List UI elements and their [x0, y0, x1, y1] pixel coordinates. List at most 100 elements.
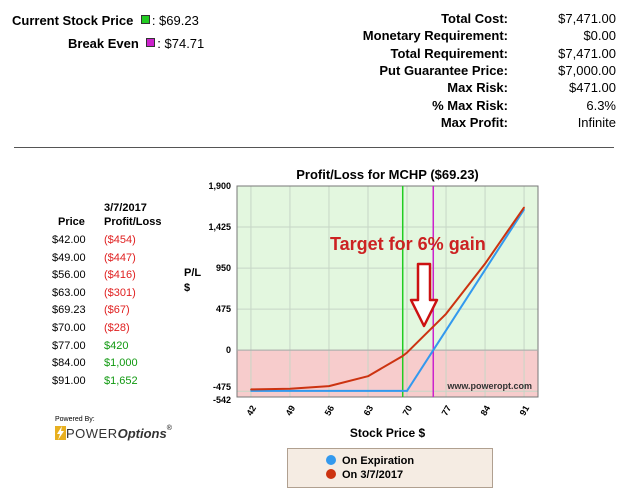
row-price: $91.00 — [52, 374, 86, 387]
summary-row: Max Profit: Infinite — [300, 115, 618, 132]
summary-label: Total Cost: — [441, 11, 508, 26]
summary-value: $7,471.00 — [558, 11, 616, 26]
legend-dot-date-icon — [326, 469, 336, 480]
summary-value: $7,000.00 — [558, 62, 616, 78]
summary-row: % Max Risk: 6.3% — [300, 98, 618, 115]
point-expiration — [367, 390, 369, 392]
table-row: $63.00 ($301) — [52, 287, 192, 305]
row-profit-loss: $1,652 — [104, 374, 138, 387]
point-date — [328, 385, 330, 387]
y-tick-label: 1,900 — [208, 181, 231, 191]
y-tick-label: 950 — [216, 263, 231, 273]
summary-row: Monetary Requirement: $0.00 — [300, 28, 618, 45]
summary-label: Max Profit: — [440, 114, 508, 130]
target-annotation: Target for 6% gain — [330, 234, 486, 254]
table-row: $49.00 ($447) — [52, 252, 192, 270]
summary-label: Total Requirement: — [390, 45, 509, 61]
break-even-value: : $74.71 — [157, 36, 205, 51]
plot-frame — [236, 185, 539, 398]
point-date — [250, 388, 252, 391]
row-profit-loss: ($28) — [104, 322, 130, 334]
pl-table-date-header: 3/7/2017 — [104, 202, 147, 214]
row-price: $56.00 — [52, 269, 86, 282]
logo-text-power: POWER — [66, 426, 118, 441]
table-row: $69.23 ($67) — [52, 304, 192, 322]
current-price-line: Current Stock Price : $69.23 — [12, 12, 199, 30]
x-tick-label: 84 — [479, 404, 493, 418]
watermark: www.poweropt.com — [446, 381, 532, 391]
x-tick-label: 70 — [401, 404, 415, 418]
y-tick-label: 0 — [226, 345, 231, 355]
point-date — [445, 313, 447, 315]
summary-value: $7,471.00 — [558, 45, 616, 61]
y-tick-label: 1,425 — [208, 222, 231, 232]
summary-row: Put Guarantee Price: $7,000.00 — [300, 63, 618, 80]
series-line-expiration — [250, 208, 525, 392]
chart-title: Profit/Loss for MCHP ($69.23) — [296, 167, 479, 182]
y-axis-label: $ — [184, 282, 190, 294]
row-price: $84.00 — [52, 357, 86, 370]
y-tick-label: -542 — [213, 395, 231, 405]
row-profit-loss: ($416) — [104, 269, 136, 282]
summary-label: Monetary Requirement: — [362, 28, 508, 44]
legend-item-date: On 3/7/2017 — [326, 469, 403, 483]
y-tick-label: -475 — [213, 382, 231, 392]
row-price: $70.00 — [52, 322, 86, 334]
row-profit-loss: ($454) — [104, 234, 136, 246]
section-divider — [14, 147, 614, 148]
summary-row: Max Risk: $471.00 — [300, 80, 618, 97]
x-tick-label: 42 — [245, 404, 259, 418]
point-expiration — [445, 329, 447, 332]
registered-icon: ® — [166, 425, 172, 432]
legend-item-expiration: On Expiration — [326, 455, 414, 469]
row-price: $69.23 — [52, 304, 86, 317]
point-date — [367, 375, 369, 377]
row-profit-loss: ($301) — [104, 286, 136, 299]
point-date — [406, 351, 408, 354]
current-price-value: : $69.23 — [151, 13, 199, 28]
point-date — [401, 355, 404, 357]
x-tick-label: 91 — [518, 404, 532, 418]
summary-row: Total Requirement: $7,471.00 — [300, 46, 618, 63]
point-expiration — [250, 390, 252, 392]
summary-value: 6.3% — [586, 97, 616, 113]
current-price-marker-icon — [140, 15, 150, 25]
chart-legend: On Expiration On 3/7/2017 — [287, 448, 493, 488]
summary-label: Put Guarantee Price: — [379, 62, 508, 78]
pl-table-price-header: Price — [58, 216, 85, 228]
pl-table-pl-header: Profit/Loss — [104, 216, 162, 228]
legend-label-expiration: On Expiration — [342, 455, 415, 467]
poweroptions-logo: POWEROptions® — [55, 425, 172, 441]
row-price: $77.00 — [52, 339, 86, 352]
break-even-marker-icon — [146, 38, 156, 48]
point-expiration — [484, 269, 486, 271]
y-axis-label: P/L — [184, 267, 201, 279]
summary-label: % Max Risk: — [432, 97, 508, 113]
x-tick-label: 49 — [284, 404, 298, 418]
summary-value: Infinite — [577, 114, 616, 130]
row-price: $63.00 — [52, 286, 86, 299]
row-profit-loss: $1,000 — [104, 357, 138, 370]
row-profit-loss: $420 — [104, 339, 129, 352]
table-row: $77.00 $420 — [52, 340, 192, 358]
break-even-label: Break Even — [68, 36, 139, 51]
point-date — [289, 387, 291, 390]
summary-value: $0.00 — [583, 28, 616, 44]
point-expiration — [289, 390, 291, 392]
table-row: $42.00 ($454) — [52, 234, 192, 252]
point-date — [523, 206, 525, 209]
lightning-icon — [55, 425, 66, 440]
table-row: $84.00 $1,000 — [52, 357, 192, 375]
x-tick-label: 77 — [440, 404, 454, 418]
current-price-label: Current Stock Price — [12, 13, 134, 28]
logo-text-options: Options — [117, 426, 167, 441]
point-date — [484, 262, 486, 265]
break-even-line: Break Even : $74.71 — [68, 35, 204, 53]
row-profit-loss: ($67) — [104, 304, 130, 317]
x-tick-label: 63 — [362, 404, 376, 418]
summary-value: $471.00 — [569, 80, 616, 96]
x-tick-label: 56 — [323, 404, 337, 418]
table-row: $56.00 ($416) — [52, 269, 192, 287]
point-expiration — [328, 390, 330, 392]
